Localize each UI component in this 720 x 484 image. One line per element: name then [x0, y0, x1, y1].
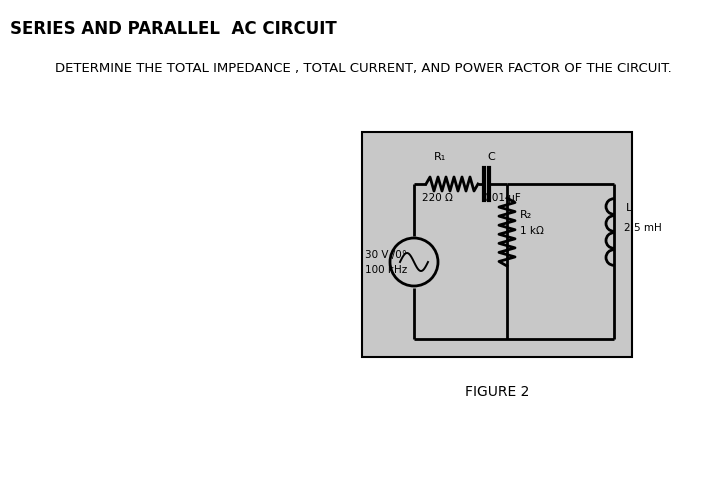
Text: FIGURE 2: FIGURE 2: [465, 385, 529, 399]
Text: 1 kΩ: 1 kΩ: [520, 226, 544, 236]
Text: SERIES AND PARALLEL  AC CIRCUIT: SERIES AND PARALLEL AC CIRCUIT: [10, 20, 337, 38]
Text: 100 kHz: 100 kHz: [365, 265, 408, 275]
Text: 30 V /0°: 30 V /0°: [365, 250, 407, 260]
Text: R₂: R₂: [520, 210, 532, 220]
Text: DETERMINE THE TOTAL IMPEDANCE , TOTAL CURRENT, AND POWER FACTOR OF THE CIRCUIT.: DETERMINE THE TOTAL IMPEDANCE , TOTAL CU…: [55, 62, 672, 75]
Text: L: L: [626, 203, 632, 213]
Text: 2.5 mH: 2.5 mH: [624, 223, 662, 233]
Text: C: C: [487, 152, 495, 162]
Bar: [362, 132, 632, 357]
Text: 0.01 μF: 0.01 μF: [482, 193, 521, 203]
Text: R₁: R₁: [434, 152, 446, 162]
Text: 220 Ω: 220 Ω: [422, 193, 453, 203]
